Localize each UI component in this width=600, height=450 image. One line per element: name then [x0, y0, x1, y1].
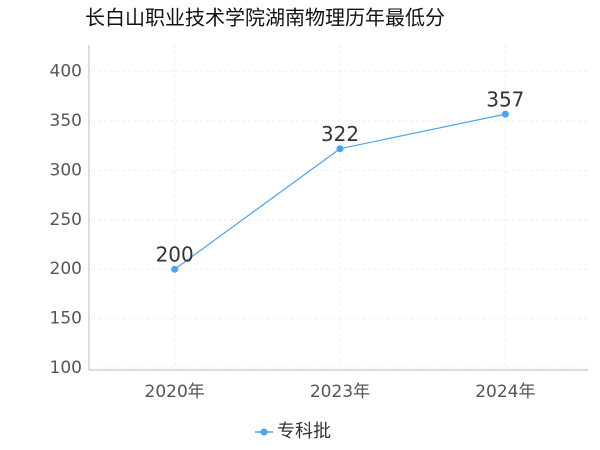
x-tick-label: 2020年	[145, 382, 205, 402]
y-tick-label: 400	[50, 62, 82, 82]
legend-marker	[260, 428, 268, 436]
y-tick-label: 150	[50, 309, 82, 329]
point	[171, 265, 179, 273]
point	[336, 145, 344, 153]
y-tick-label: 350	[50, 111, 82, 131]
y-tick-label: 200	[50, 259, 82, 279]
y-tick-label: 250	[50, 210, 82, 230]
data-label: 200	[156, 243, 194, 267]
point	[501, 110, 509, 118]
y-tick-label: 100	[50, 358, 82, 378]
chart-title: 长白山职业技术学院湖南物理历年最低分	[85, 6, 445, 30]
x-tick-label: 2024年	[475, 382, 535, 402]
x-tick-label: 2023年	[310, 382, 370, 402]
data-label: 322	[321, 122, 359, 146]
legend-label: 专科批	[277, 421, 331, 442]
y-tick-label: 300	[50, 160, 82, 180]
data-label: 357	[486, 88, 524, 112]
